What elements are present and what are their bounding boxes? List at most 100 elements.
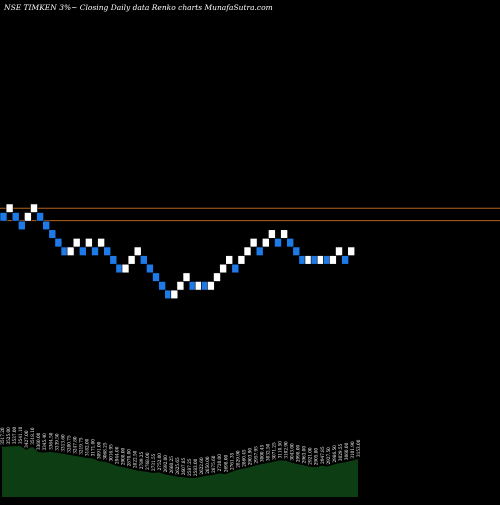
volume-area — [2, 446, 358, 497]
price-label: 2625.65 — [175, 457, 180, 475]
price-label: 3091.00 — [97, 441, 102, 459]
renko-brick-up — [170, 289, 179, 300]
renko-brick-up — [72, 238, 81, 248]
price-label: 3000.45 — [259, 444, 264, 462]
price-label: 3060.00 — [344, 442, 349, 460]
price-label: 2908.00 — [121, 447, 126, 465]
volume-layer — [2, 446, 358, 497]
chart-title: NSE TIMKEN 3%~ Closing Daily data Renko … — [4, 3, 273, 12]
price-label: 2963.00 — [302, 446, 307, 464]
renko-brick-up — [176, 281, 185, 291]
renko-brick-up — [335, 246, 343, 256]
renko-brick-up — [219, 263, 227, 274]
price-label: 3517.20 — [0, 427, 5, 445]
price-label: 2761.35 — [229, 452, 234, 470]
price-label: 2903.90 — [247, 448, 252, 466]
renko-brick-up — [66, 246, 75, 256]
renko-brick-down — [11, 212, 20, 222]
renko-brick-up — [30, 203, 38, 213]
price-label: 3171.00 — [91, 439, 96, 457]
price-label: 3518.10 — [30, 427, 35, 445]
price-label: 2768.00 — [145, 452, 150, 470]
renko-brick-down — [36, 212, 44, 222]
renko-brick-up — [133, 246, 142, 256]
volume-labels: 3517.20 3525.00 3537.00 3541.10 3427.00 3518.… — [0, 426, 361, 476]
renko-brick-down — [286, 238, 295, 248]
price-label: 3032.50 — [265, 443, 270, 461]
renko-brick-down — [341, 255, 349, 265]
price-label: 3345.40 — [42, 433, 47, 451]
renko-brick-down — [146, 263, 154, 274]
renko-brick-up — [243, 246, 252, 256]
renko-brick-down — [103, 246, 111, 256]
price-label: 2607.85 — [181, 458, 186, 476]
renko-brick-up — [5, 203, 14, 213]
renko-brick-up — [347, 246, 356, 256]
price-label: 2650.00 — [205, 456, 210, 474]
renko-brick-down — [48, 229, 57, 239]
price-label: 3016.95 — [109, 444, 114, 462]
renko-brick-up — [280, 229, 288, 239]
renko-brick-down — [17, 220, 26, 231]
renko-brick-down — [0, 212, 8, 222]
price-label: 3068.25 — [103, 442, 108, 460]
price-label: 2583.00 — [193, 458, 198, 476]
price-label: 2731.55 — [151, 453, 156, 471]
price-label: 3364.50 — [48, 432, 53, 450]
price-label: 2905.80 — [314, 448, 319, 466]
price-label: 3360.00 — [36, 432, 41, 450]
renko-brick-down — [54, 238, 63, 248]
renko-brick-down — [292, 246, 301, 256]
renko-brick-up — [24, 212, 32, 222]
price-label: 3541.10 — [18, 426, 23, 444]
renko-brick-down — [109, 255, 118, 265]
renko-brick-down — [255, 246, 264, 256]
price-label: 2921.00 — [308, 447, 313, 465]
renko-brick-down — [79, 246, 87, 256]
price-label: 2947.85 — [320, 446, 325, 464]
price-label: 3110.50 — [278, 441, 283, 459]
price-label: 3280.75 — [66, 435, 71, 453]
price-label: 3182.00 — [84, 438, 89, 456]
price-label: 3427.00 — [24, 430, 29, 448]
price-label: 3071.25 — [272, 442, 277, 460]
renko-brick-up — [249, 238, 258, 248]
renko-brick-down — [91, 246, 99, 256]
renko-bricks — [0, 203, 356, 300]
price-label: 2675.60 — [211, 455, 216, 473]
price-label: 2998.00 — [296, 444, 301, 462]
renko-brick-up — [237, 255, 246, 265]
price-label: 2698.00 — [223, 455, 228, 473]
price-label: 3313.60 — [60, 434, 65, 452]
price-label: 3043.00 — [290, 443, 295, 461]
price-label: 2986.50 — [332, 445, 337, 463]
price-label: 3029.55 — [338, 443, 343, 461]
price-label: 2692.00 — [163, 455, 168, 473]
price-label: 2587.25 — [187, 458, 192, 476]
price-label: 2927.50 — [326, 447, 331, 465]
price-label: 2860.45 — [241, 449, 246, 467]
price-label: 2822.50 — [133, 450, 138, 468]
renko-brick-down — [42, 220, 51, 231]
price-label: 2789.25 — [139, 451, 144, 469]
price-label: 2957.95 — [253, 446, 258, 464]
price-label: 3525.00 — [6, 427, 11, 445]
price-label: 3339.50 — [54, 433, 59, 451]
renko-brick-down — [158, 281, 166, 291]
price-label: 2944.00 — [115, 446, 120, 464]
renko-brick-up — [261, 238, 270, 248]
price-label: 2829.90 — [235, 450, 240, 468]
price-label: 2660.25 — [169, 456, 174, 474]
price-label: 3219.75 — [78, 437, 83, 455]
level-lines — [0, 207, 500, 222]
renko-brick-up — [85, 238, 93, 248]
renko-brick-up — [127, 255, 136, 265]
price-label: 2870.00 — [127, 449, 132, 467]
renko-brick-up — [329, 255, 337, 265]
price-label: 3102.90 — [284, 441, 289, 459]
renko-brick-up — [207, 281, 215, 291]
renko-brick-up — [213, 272, 221, 282]
price-label: 2752.00 — [157, 453, 162, 471]
